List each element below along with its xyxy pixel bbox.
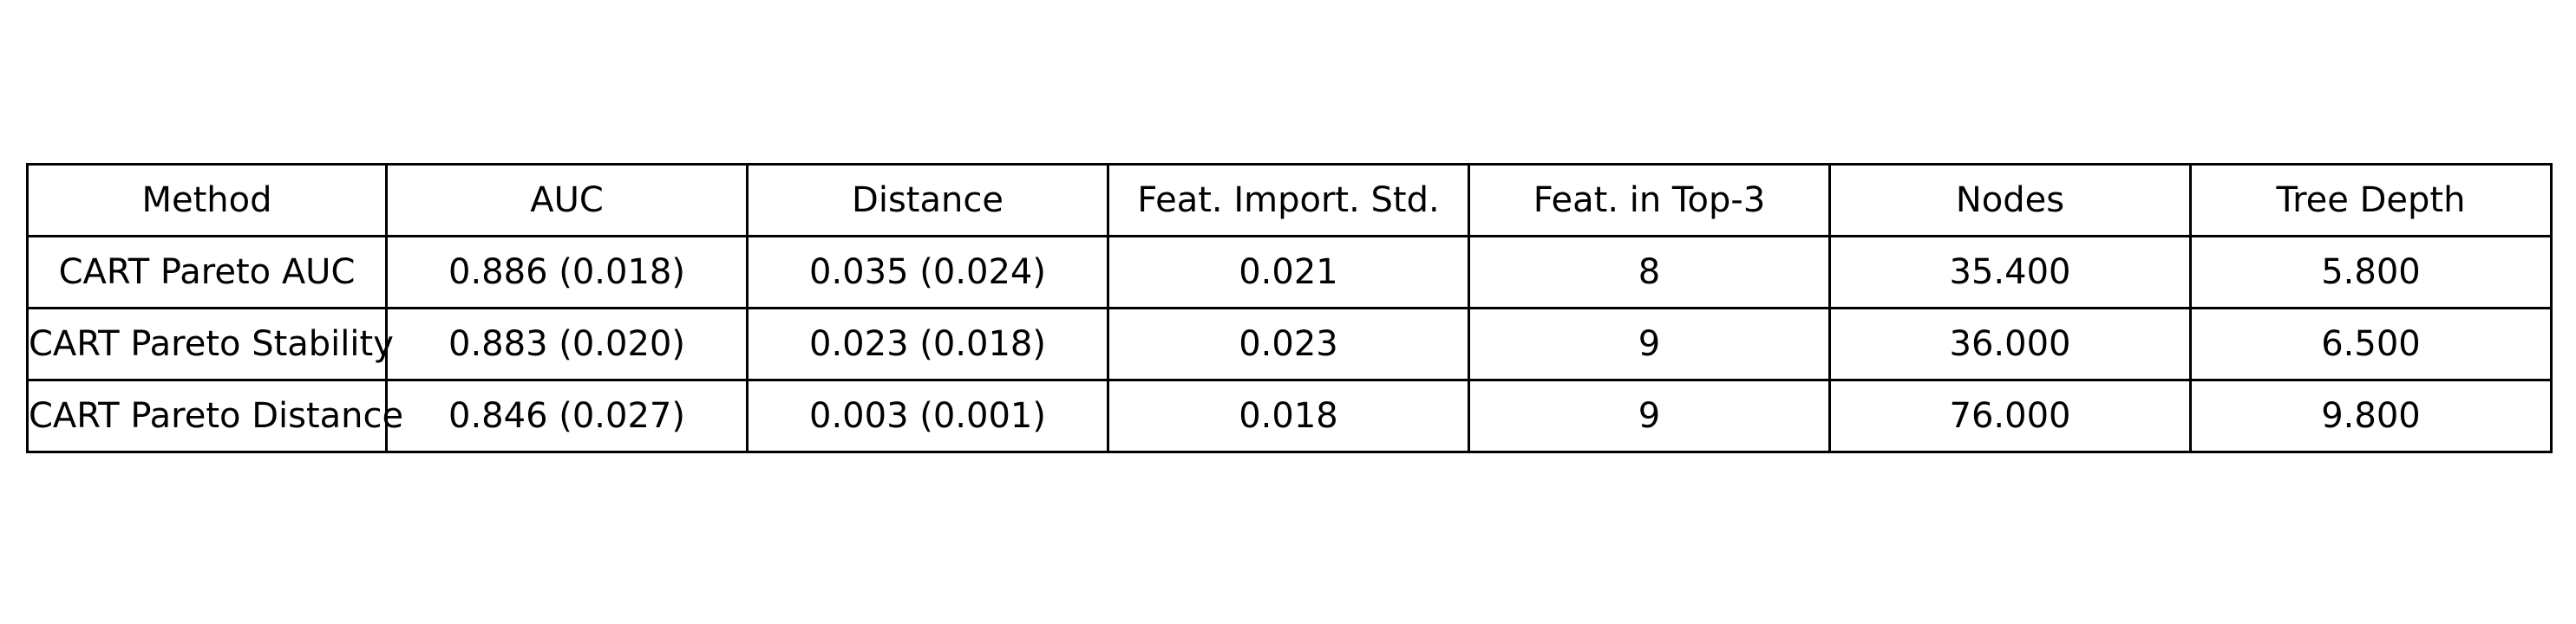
cell-feat-in-top3: 9	[1468, 379, 1831, 453]
header-distance: Distance	[746, 163, 1109, 237]
table-row: CART Pareto AUC 0.886 (0.018) 0.035 (0.0…	[26, 235, 2553, 309]
header-nodes: Nodes	[1828, 163, 2192, 237]
cell-nodes: 76.000	[1828, 379, 2192, 453]
cell-method: CART Pareto AUC	[26, 235, 388, 309]
cell-feat-import-std: 0.018	[1107, 379, 1470, 453]
cell-method-text: CART Pareto AUC	[58, 252, 356, 292]
cell-feat-in-top3: 8	[1468, 235, 1831, 309]
table-row: CART Pareto Stability 0.883 (0.020) 0.02…	[26, 307, 2553, 381]
cell-feat-import-std: 0.023	[1107, 307, 1470, 381]
cell-method: CART Pareto Distance	[26, 379, 403, 453]
table-row: CART Pareto Distance 0.846 (0.027) 0.003…	[26, 379, 2553, 453]
cell-auc: 0.846 (0.027)	[385, 379, 749, 453]
cell-tree-depth: 9.800	[2189, 379, 2553, 453]
header-auc: AUC	[385, 163, 749, 237]
cell-distance: 0.023 (0.018)	[746, 307, 1109, 381]
cell-method-text: CART Pareto Stability	[29, 324, 394, 364]
cell-tree-depth: 6.500	[2189, 307, 2553, 381]
cell-method: CART Pareto Stability	[26, 307, 394, 381]
cell-feat-import-std: 0.021	[1107, 235, 1470, 309]
cell-tree-depth: 5.800	[2189, 235, 2553, 309]
cell-nodes: 36.000	[1828, 307, 2192, 381]
table-header-row: Method AUC Distance Feat. Import. Std. F…	[26, 163, 2553, 237]
results-table-container: Method AUC Distance Feat. Import. Std. F…	[26, 163, 2553, 453]
cell-auc: 0.883 (0.020)	[385, 307, 749, 381]
header-feat-in-top3: Feat. in Top-3	[1468, 163, 1831, 237]
cell-feat-in-top3: 9	[1468, 307, 1831, 381]
cell-distance: 0.003 (0.001)	[746, 379, 1109, 453]
header-tree-depth: Tree Depth	[2189, 163, 2553, 237]
results-table: Method AUC Distance Feat. Import. Std. F…	[26, 163, 2553, 453]
cell-auc: 0.886 (0.018)	[385, 235, 749, 309]
cell-method-text: CART Pareto Distance	[29, 396, 404, 436]
header-method: Method	[26, 163, 388, 237]
header-feat-import-std: Feat. Import. Std.	[1107, 163, 1470, 237]
cell-distance: 0.035 (0.024)	[746, 235, 1109, 309]
cell-nodes: 35.400	[1828, 235, 2192, 309]
